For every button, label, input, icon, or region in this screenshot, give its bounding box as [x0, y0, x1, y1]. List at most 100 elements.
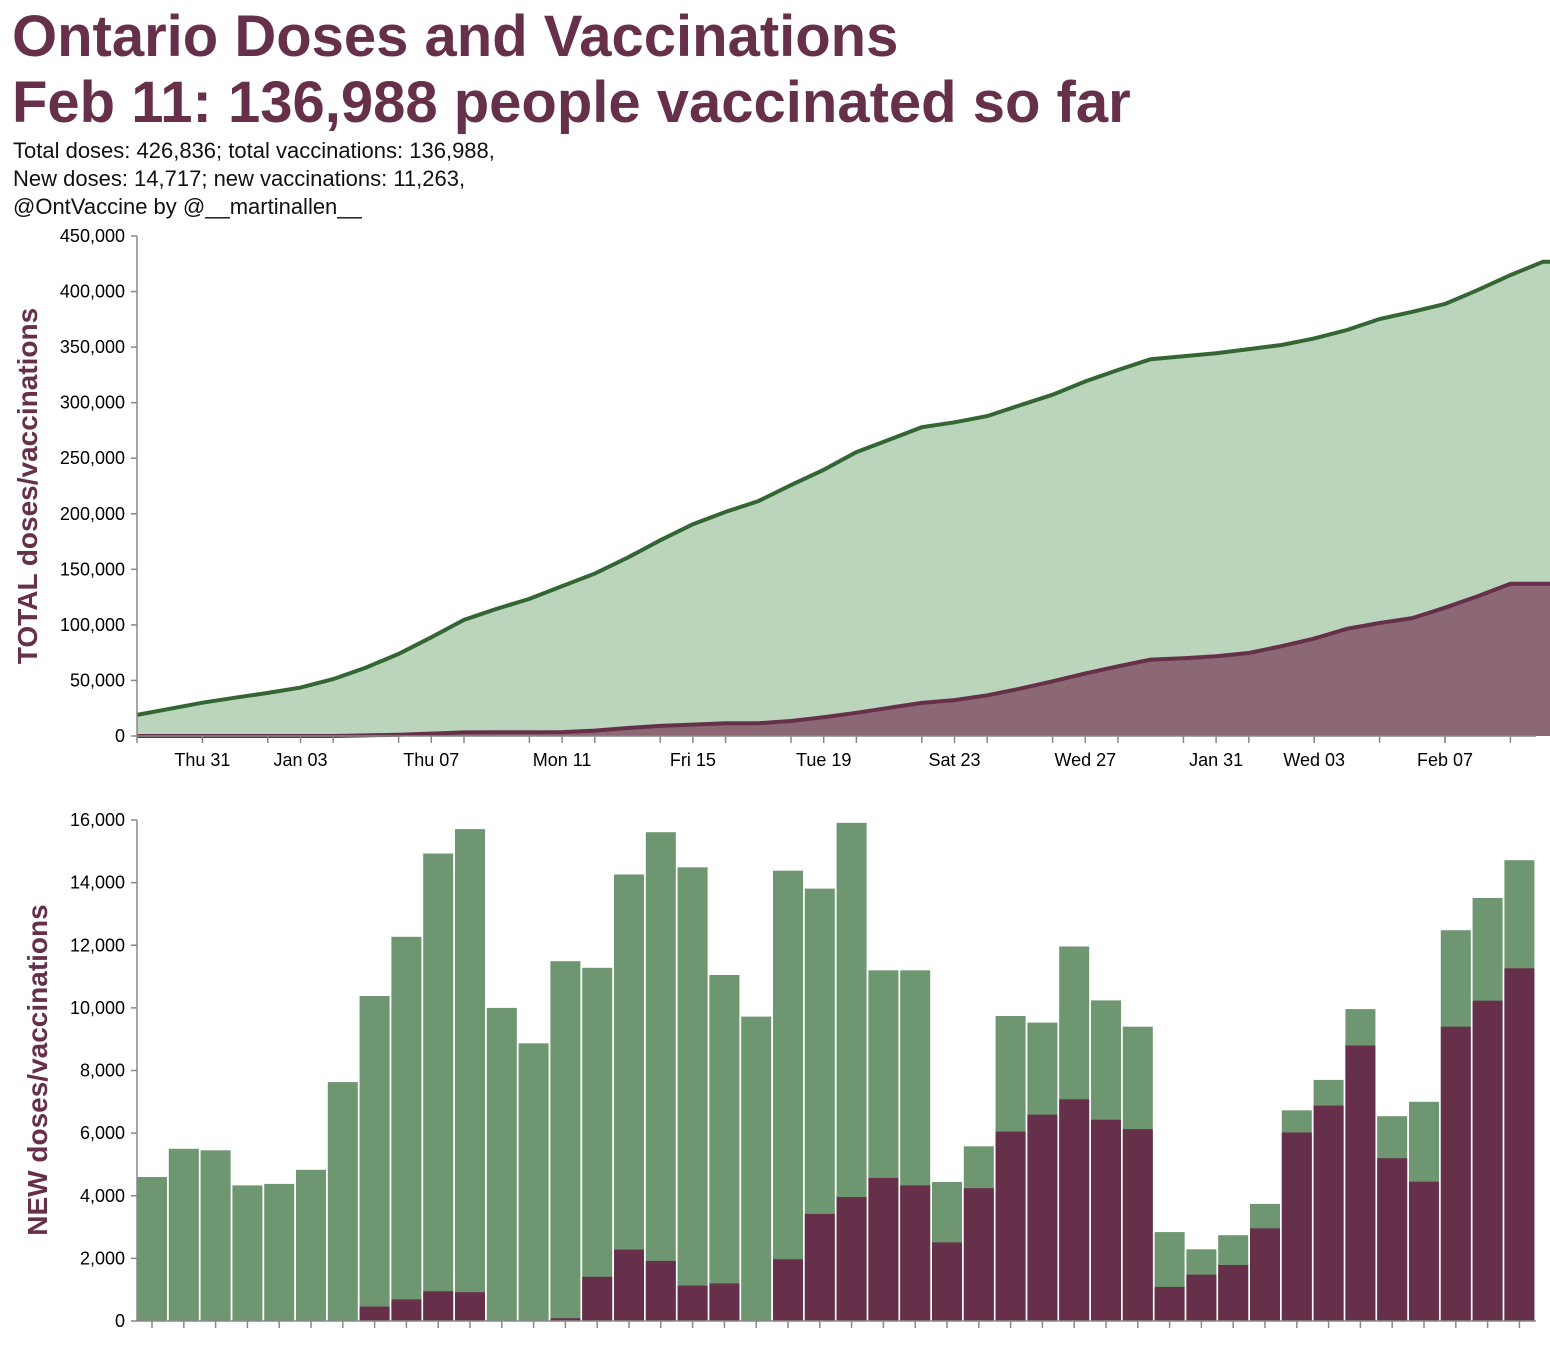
new-vaccinations-bar: [836, 1197, 867, 1321]
top-x-tick-label: Fri 15: [670, 750, 716, 770]
subtitle-line-credit: @OntVaccine by @__martinallen__: [13, 194, 362, 219]
new-vaccinations-bar: [1313, 1105, 1344, 1321]
top-y-tick: 250,000: [60, 448, 137, 468]
new-doses-bar: [518, 1043, 549, 1321]
top-y-tick-label: 450,000: [60, 226, 125, 246]
bottom-y-tick-label: 16,000: [70, 810, 125, 830]
bottom-y-tick: 6,000: [80, 1123, 137, 1143]
new-vaccinations-bar: [614, 1249, 644, 1321]
bottom-y-tick: 0: [115, 1311, 137, 1331]
top-y-tick: 0: [115, 726, 137, 746]
total-doses-area: [137, 261, 1550, 736]
bottom-y-tick-label: 6,000: [80, 1123, 125, 1143]
new-vaccinations-bar: [1281, 1132, 1312, 1321]
top-x-tick-label: Thu 07: [403, 750, 459, 770]
new-doses-bar: [359, 996, 390, 1321]
new-vaccinations-bar: [359, 1306, 390, 1321]
top-x-tick: Jan 03: [273, 736, 328, 770]
top-y-tick: 150,000: [60, 559, 137, 579]
new-vaccinations-bar: [709, 1283, 740, 1321]
new-vaccinations-bar: [1250, 1228, 1280, 1321]
total-doses-line: [136, 259, 1550, 717]
new-vaccinations-bar: [868, 1177, 899, 1321]
new-doses-bar: [168, 1148, 199, 1321]
new-doses-bar: [296, 1169, 326, 1321]
bottom-y-axis-label: NEW doses/vaccinations: [22, 904, 53, 1235]
top-x-tick: Fri 15: [670, 736, 716, 770]
new-vaccinations-bar: [995, 1131, 1026, 1321]
subtitle-line-new: New doses: 14,717; new vaccinations: 11,…: [13, 166, 466, 191]
top-x-tick: Thu 07: [403, 736, 459, 770]
bottom-y-tick-label: 4,000: [80, 1186, 125, 1206]
top-x-tick: Jan 31: [1189, 736, 1243, 770]
new-doses-bar: [232, 1185, 263, 1321]
new-vaccinations-bar: [773, 1259, 803, 1321]
top-y-tick-label: 200,000: [60, 504, 125, 524]
new-vaccinations-bar: [1409, 1181, 1439, 1321]
new-doses-bar: [550, 961, 581, 1321]
new-doses-bar: [486, 1007, 517, 1321]
new-vaccinations-bar: [1027, 1114, 1058, 1321]
top-x-tick-label: Feb 07: [1417, 750, 1473, 770]
top-y-tick-label: 0: [115, 726, 125, 746]
new-doses-bar: [137, 1177, 167, 1321]
new-doses-bar: [264, 1183, 295, 1321]
new-vaccinations-bar: [1440, 1026, 1471, 1321]
top-y-tick: 300,000: [60, 393, 137, 413]
total-vaccinations-line: [137, 581, 1550, 738]
top-x-tick-label: Jan 03: [273, 750, 327, 770]
top-x-tick-label: Thu 31: [174, 750, 230, 770]
new-vaccinations-bar: [1345, 1045, 1376, 1321]
new-doses-bar: [423, 853, 454, 1321]
new-vaccinations-bar: [391, 1299, 422, 1321]
bars-group: [137, 822, 1535, 1321]
bottom-y-tick: 10,000: [70, 998, 137, 1018]
top-y-axis: 0 50,000 100,000 150,000 200,000 250,000 300,0…: [60, 226, 138, 746]
new-doses-bar: [327, 1082, 358, 1321]
total-vaccinations-area: [137, 583, 1550, 736]
new-vaccinations-bar: [1091, 1119, 1121, 1321]
new-doses-bar: [773, 870, 803, 1321]
top-x-tick-label: Wed 03: [1283, 750, 1345, 770]
new-vaccinations-bar: [423, 1291, 454, 1321]
top-y-tick: 50,000: [70, 670, 137, 690]
bottom-y-tick-label: 14,000: [70, 873, 125, 893]
new-vaccinations-bar: [582, 1276, 613, 1321]
top-y-tick: 100,000: [60, 615, 137, 635]
new-vaccinations-bar: [677, 1285, 708, 1321]
bottom-y-tick-label: 10,000: [70, 998, 125, 1018]
new-vaccinations-bar: [455, 1292, 485, 1321]
new-doses-bar: [582, 967, 613, 1321]
bottom-y-tick: 14,000: [70, 873, 137, 893]
top-x-tick-label: Jan 31: [1189, 750, 1243, 770]
top-y-tick-label: 150,000: [60, 559, 125, 579]
top-y-tick: 200,000: [60, 504, 137, 524]
bottom-y-tick-label: 0: [115, 1311, 125, 1331]
new-vaccinations-bar: [963, 1188, 994, 1321]
new-vaccinations-bar: [1059, 1099, 1090, 1321]
top-y-axis-label: TOTAL doses/vaccinations: [12, 308, 43, 664]
new-vaccinations-bar: [804, 1213, 835, 1321]
bottom-y-tick: 4,000: [80, 1186, 137, 1206]
new-vaccinations-bar: [1186, 1274, 1217, 1321]
bottom-y-axis: 0 2,000 4,000 6,000 8,000 10,000 12,000 14,000 1…: [70, 810, 138, 1331]
top-x-tick: Wed 27: [1054, 736, 1116, 770]
new-doses-bar: [614, 874, 644, 1321]
bottom-y-tick: 16,000: [70, 810, 137, 830]
new-vaccinations-bar: [1472, 1000, 1503, 1321]
top-x-tick-label: Mon 11: [533, 750, 592, 770]
top-y-tick-label: 50,000: [70, 670, 125, 690]
top-x-tick: Mon 11: [533, 736, 592, 770]
new-vaccinations-bar: [550, 1318, 581, 1321]
new-doses-bar: [677, 867, 708, 1321]
new-doses-bar: [200, 1150, 231, 1321]
top-y-tick-label: 400,000: [60, 282, 125, 302]
top-y-tick-label: 100,000: [60, 615, 125, 635]
top-x-tick: Tue 19: [796, 736, 851, 770]
subtitle-line-totals: Total doses: 426,836; total vaccinations…: [13, 138, 495, 163]
top-x-tick-label: Wed 27: [1054, 750, 1116, 770]
new-vaccinations-bar: [1122, 1129, 1153, 1321]
new-bar-chart: 0 2,000 4,000 6,000 8,000 10,000 12,000 14,000 1…: [22, 810, 1536, 1331]
bottom-y-tick-label: 12,000: [70, 935, 125, 955]
